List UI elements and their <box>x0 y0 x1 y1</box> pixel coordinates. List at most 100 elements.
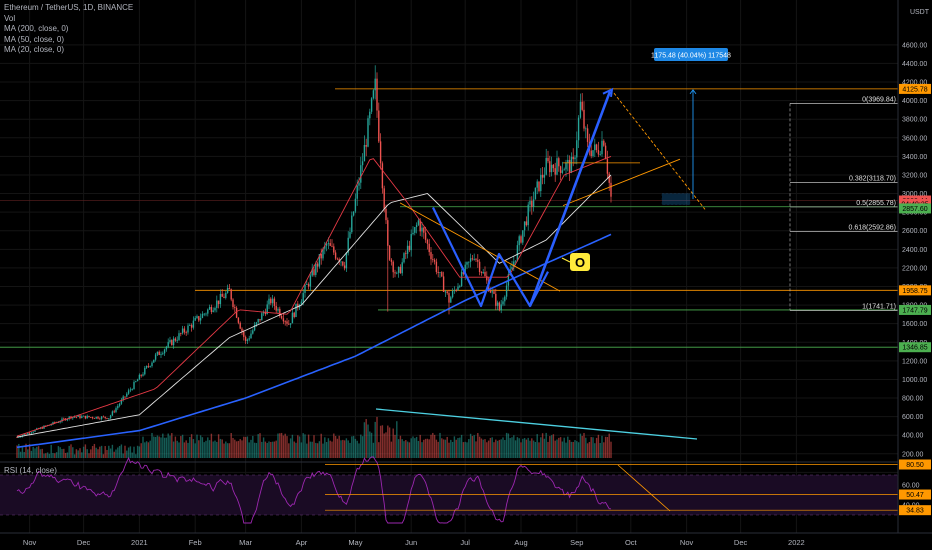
price-tick: 3400.00 <box>902 154 927 161</box>
candle-body <box>172 338 175 346</box>
candle-body <box>406 245 409 254</box>
volume-bar <box>435 439 438 458</box>
candle-body <box>334 252 337 259</box>
candle-body <box>583 109 585 129</box>
candle-body <box>484 272 486 277</box>
volume-bar <box>34 448 36 458</box>
projection-arrowhead <box>602 87 614 98</box>
volume-bar <box>381 425 384 458</box>
volume-bar <box>32 446 34 458</box>
candle-body <box>459 285 461 287</box>
candle-body <box>460 271 463 286</box>
volume-bar <box>588 441 591 458</box>
volume-bar <box>151 432 153 458</box>
volume-bar <box>75 449 78 458</box>
candle-body <box>610 182 612 197</box>
volume-bar <box>309 441 312 458</box>
volume-bar <box>117 447 119 458</box>
volume-bar <box>451 441 454 458</box>
candle-body <box>194 318 196 321</box>
candle-body <box>174 338 177 341</box>
volume-bar <box>84 444 87 458</box>
candle-body <box>176 339 178 341</box>
candle-body <box>183 328 186 333</box>
volume-bar <box>160 437 162 458</box>
volume-bar <box>273 441 276 458</box>
rsi-trend-line <box>617 464 671 512</box>
volume-bar <box>352 435 355 458</box>
volume-bar <box>325 441 328 458</box>
candle-body <box>109 415 112 419</box>
volume-bar <box>439 432 441 458</box>
volume-bar <box>428 439 430 458</box>
price-tick: 200.00 <box>902 451 924 458</box>
volume-bar <box>127 447 130 458</box>
price-tick: 4000.00 <box>902 98 927 105</box>
candle-body <box>336 258 339 260</box>
volume-bar <box>475 441 477 458</box>
rsi-pane <box>0 456 898 524</box>
candle-body <box>302 292 304 302</box>
drawings-under <box>0 88 898 348</box>
time-tick: Jun <box>405 538 417 547</box>
candle-body <box>405 253 407 255</box>
volume-bar <box>154 436 157 458</box>
price-tick: 4400.00 <box>902 61 927 68</box>
candle-body <box>297 303 299 308</box>
volume-bar <box>345 438 348 458</box>
candle-body <box>381 163 384 189</box>
volume-bar <box>316 443 319 458</box>
volume-bar <box>558 437 560 458</box>
candle-body <box>181 328 184 334</box>
candle-body <box>210 307 213 312</box>
volume-bar <box>318 441 321 458</box>
volume-bar <box>453 436 456 458</box>
candle-body <box>403 253 405 263</box>
volume-bar <box>219 438 222 458</box>
volume-bar <box>257 434 259 458</box>
candle-body <box>457 286 459 291</box>
volume-bar <box>55 452 58 458</box>
candle-body <box>149 366 151 367</box>
volume-bar <box>383 433 385 458</box>
volume-bar <box>561 441 564 458</box>
volume-bar <box>482 439 484 458</box>
time-axis[interactable]: Nov Dec 2021 Feb Mar Apr May Jun Jul Aug Sep Oct Nov… <box>0 532 932 547</box>
time-tick: Oct <box>625 538 638 547</box>
rsi-level-label: 34.83 <box>906 508 924 515</box>
time-tick: 2022 <box>788 538 805 547</box>
candle-body <box>345 252 348 269</box>
volume-bar <box>464 441 466 458</box>
candle-body <box>531 201 533 207</box>
trend-line-down <box>399 202 561 292</box>
candle-body <box>217 300 220 305</box>
price-tick: 600.00 <box>902 414 924 421</box>
candle-body <box>342 261 344 266</box>
volume-bar <box>81 452 83 458</box>
volume-bar <box>471 436 474 458</box>
ma20-legend: MA (20, close, 0) <box>4 45 65 54</box>
candle-body <box>419 220 421 232</box>
volume-bar <box>149 440 151 458</box>
volume-bar <box>579 433 582 458</box>
candle-body <box>90 417 92 418</box>
volume-bar <box>525 439 528 458</box>
volume-bar <box>419 434 421 458</box>
candle-body <box>160 354 162 356</box>
volume-bar <box>394 434 396 458</box>
candle-body <box>554 168 556 175</box>
volume-bar <box>302 433 304 458</box>
candle-body <box>568 159 571 173</box>
volume-bar <box>172 441 175 458</box>
candle-body <box>379 141 382 164</box>
candle-body <box>140 374 142 376</box>
candle-body <box>185 332 187 334</box>
time-tick: May <box>348 538 362 547</box>
volume-bar <box>298 436 301 458</box>
volume-bar <box>351 436 353 458</box>
price-axis[interactable]: USDT 4600.00 4400.00 4200.00 4000.00 3800.00 3… <box>897 0 932 550</box>
candle-body <box>538 181 540 192</box>
candle-body <box>189 325 191 326</box>
volume-bar <box>529 440 531 458</box>
